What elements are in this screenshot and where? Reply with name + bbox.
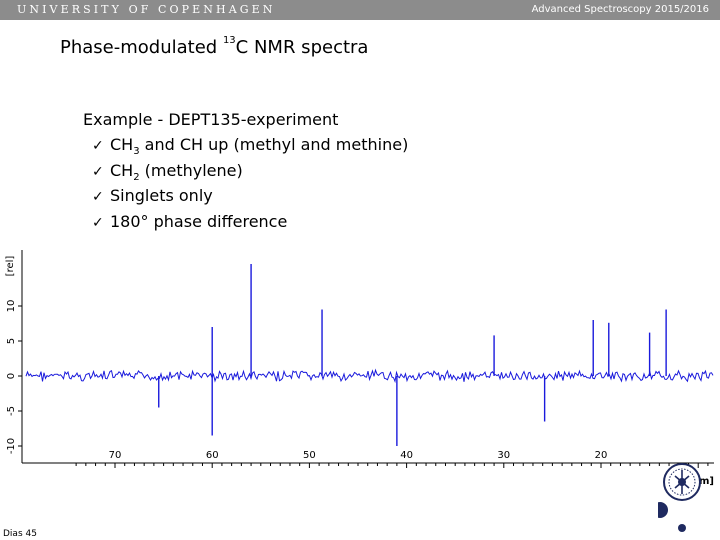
title-prefix: Phase-modulated xyxy=(60,37,223,58)
baseline-noise xyxy=(25,368,714,384)
bullet-sub: 2 xyxy=(133,171,140,183)
header-bar: UNIVERSITY OF COPENHAGEN Advanced Spectr… xyxy=(0,0,720,20)
y-tick-label: 5 xyxy=(6,338,17,344)
bullet-text: CH xyxy=(110,135,134,154)
bullet-item: ✓ CH2 (methylene) xyxy=(92,161,408,187)
title-isotope: 13 xyxy=(222,35,236,46)
bullet-item: ✓ 180° phase difference xyxy=(92,212,408,238)
bullet-text-rest: and CH up (methyl and methine) xyxy=(139,135,409,154)
university-name: UNIVERSITY OF COPENHAGEN xyxy=(17,3,276,16)
course-title: Advanced Spectroscopy 2015/2016 xyxy=(531,4,709,15)
spectrum-peaks xyxy=(158,264,667,446)
check-icon: ✓ xyxy=(92,163,104,180)
bullet-text: CH xyxy=(110,160,134,180)
x-tick-label: 30 xyxy=(497,450,510,461)
check-icon: ✓ xyxy=(92,138,104,154)
spectrum-axes: [rel] xyxy=(5,250,714,464)
x-tick-label: 20 xyxy=(595,450,608,461)
example-heading: Example - DEPT135-experiment xyxy=(83,110,339,129)
y-tick-label: 0 xyxy=(6,373,17,379)
title-suffix: C NMR spectra xyxy=(235,37,369,58)
bullet-item: ✓ CH3 and CH up (methyl and methine) xyxy=(92,135,408,161)
check-icon: ✓ xyxy=(92,214,104,231)
x-tick-label: 70 xyxy=(109,450,122,461)
y-unit-label: [rel] xyxy=(5,256,16,277)
bullet-sub: 3 xyxy=(133,146,140,158)
x-ticks: 70 60 50 40 30 20 xyxy=(75,450,709,468)
bullet-text: Singlets only xyxy=(110,186,213,205)
university-seal-icon xyxy=(658,463,701,532)
y-tick-label: -5 xyxy=(6,406,17,416)
y-tick-label: -10 xyxy=(6,438,17,454)
x-tick-label: 60 xyxy=(206,450,219,461)
y-ticks: 10 5 0 -5 -10 xyxy=(6,300,22,454)
y-tick-label: 10 xyxy=(6,300,17,313)
slide-number: Dias 45 xyxy=(3,529,37,539)
bullet-text-rest: (methylene) xyxy=(139,160,243,180)
bullet-text: 180° phase difference xyxy=(110,211,288,231)
x-tick-label: 40 xyxy=(400,450,413,461)
slide-title: Phase-modulated 13C NMR spectra xyxy=(60,35,369,58)
check-icon: ✓ xyxy=(92,189,104,205)
bullet-item: ✓ Singlets only xyxy=(92,186,408,212)
x-tick-label: 50 xyxy=(303,450,316,461)
bullet-list: ✓ CH3 and CH up (methyl and methine) ✓ CH2… xyxy=(92,135,408,237)
